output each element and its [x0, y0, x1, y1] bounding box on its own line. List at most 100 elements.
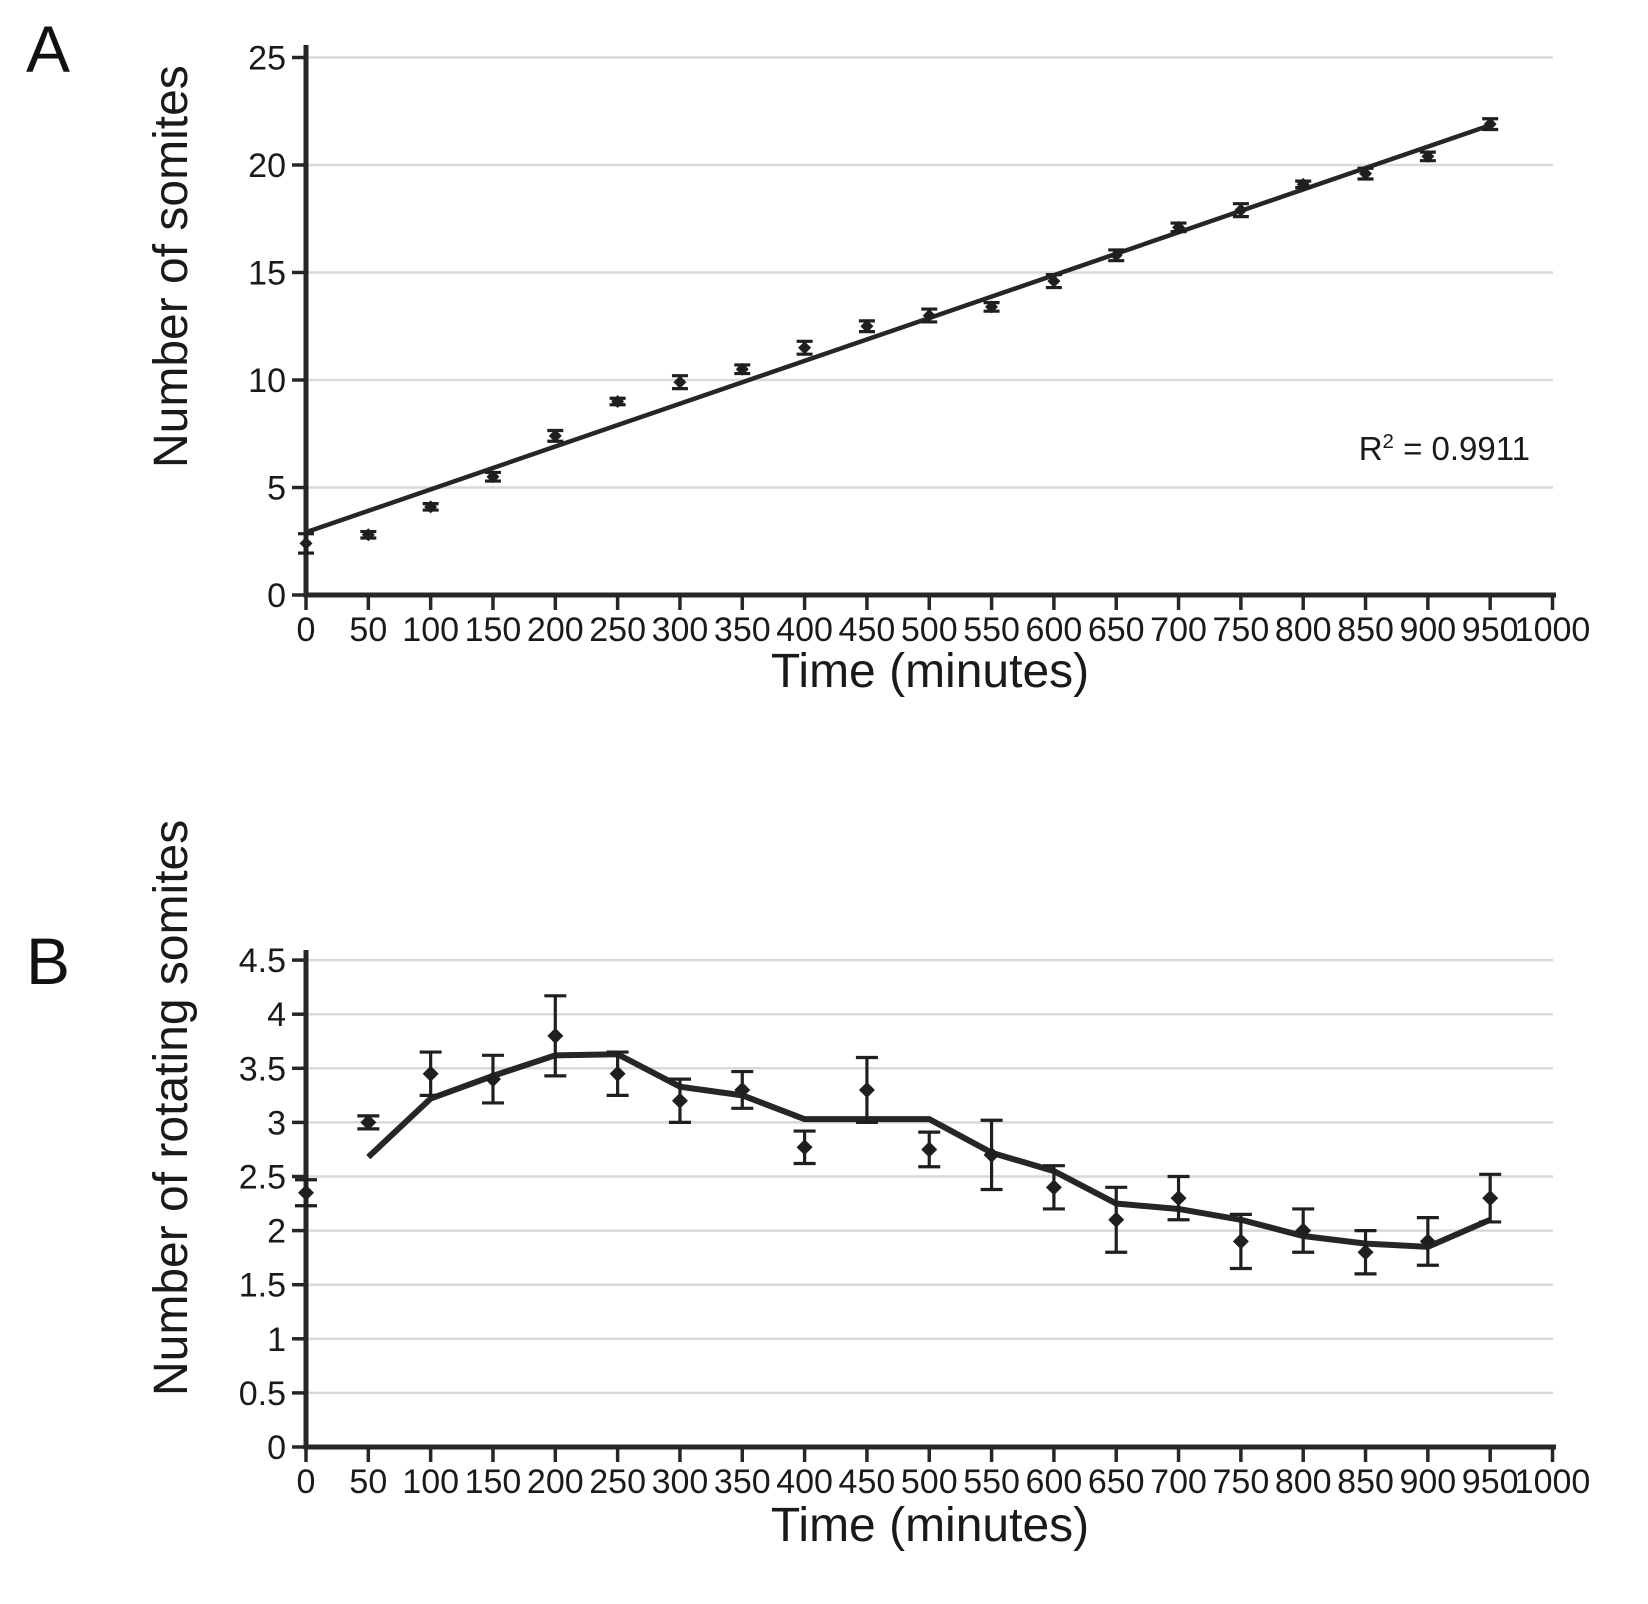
- data-point-marker: [1109, 248, 1123, 262]
- y-tick-label: 0: [267, 1429, 286, 1467]
- x-tick-label: 650: [1088, 1463, 1145, 1501]
- data-point-marker: [673, 375, 687, 389]
- data-point-marker: [671, 1092, 688, 1109]
- data-point-marker: [735, 362, 749, 376]
- data-point-marker: [1295, 1222, 1312, 1239]
- x-tick-label: 150: [465, 1463, 522, 1501]
- y-tick-label: 5: [267, 470, 286, 508]
- x-tick-label: 250: [589, 1463, 646, 1501]
- data-point-marker: [796, 1139, 813, 1156]
- x-tick-label: 300: [652, 611, 709, 649]
- panel-a-x-ticks: 0 50 100 150 200 250 300 350 400 450 500 550 600 650 7…: [297, 597, 1591, 649]
- panel-a-gridlines: [306, 56, 1553, 489]
- data-point-marker: [299, 536, 313, 550]
- x-tick-label: 800: [1275, 611, 1332, 649]
- y-tick-label: 1.5: [239, 1267, 286, 1305]
- panel-a-series: [299, 117, 1497, 550]
- y-tick-label: 1: [267, 1321, 286, 1359]
- x-tick-label: 50: [349, 1463, 387, 1501]
- r-squared-sup: 2: [1382, 430, 1394, 453]
- y-tick-label: 20: [248, 147, 286, 185]
- data-point-marker: [1421, 149, 1435, 163]
- r-squared-rest: = 0.9911: [1393, 430, 1530, 467]
- data-point-marker: [1170, 1190, 1187, 1207]
- y-tick-label: 2: [267, 1213, 286, 1251]
- data-point-marker: [1108, 1211, 1125, 1228]
- data-point-marker: [547, 1027, 564, 1044]
- data-point-marker: [1419, 1233, 1436, 1250]
- panel-b-y-axis-title: Number of rotating somites: [145, 819, 198, 1396]
- y-tick-label: 2.5: [239, 1159, 286, 1197]
- x-tick-label: 400: [776, 611, 833, 649]
- data-point-marker: [1483, 117, 1497, 131]
- y-tick-label: 3.5: [239, 1050, 286, 1088]
- data-point-marker: [486, 470, 500, 484]
- y-tick-label: 15: [248, 255, 286, 293]
- x-tick-label: 900: [1399, 611, 1456, 649]
- y-tick-label: 10: [248, 362, 286, 400]
- data-point-marker: [734, 1081, 751, 1098]
- x-tick-label: 850: [1337, 1463, 1394, 1501]
- data-point-marker: [1232, 1233, 1249, 1250]
- panel-b-x-axis-title: Time (minutes): [770, 1499, 1090, 1552]
- x-tick-label: 550: [963, 1463, 1020, 1501]
- data-point-marker: [1296, 177, 1310, 191]
- data-point-marker: [1482, 1190, 1499, 1207]
- data-point-marker: [1047, 274, 1061, 288]
- x-tick-label: 800: [1275, 1463, 1332, 1501]
- data-point-marker: [548, 429, 562, 443]
- data-point-marker: [858, 1081, 875, 1098]
- x-tick-label: 250: [589, 611, 646, 649]
- x-tick-label: 100: [402, 611, 459, 649]
- data-point-marker: [298, 1184, 314, 1201]
- x-tick-label: 850: [1337, 611, 1394, 649]
- panel-b-label: B: [26, 924, 71, 998]
- r-squared-annotation: R2 = 0.9911: [1200, 430, 1530, 468]
- x-tick-label: 450: [839, 1463, 896, 1501]
- data-point-marker: [611, 395, 625, 408]
- x-tick-label: 600: [1026, 1463, 1083, 1501]
- y-tick-label: 4.5: [239, 942, 286, 980]
- x-tick-label: 350: [714, 1463, 771, 1501]
- linear-fit-line: [305, 123, 1491, 535]
- x-tick-label: 500: [901, 1463, 958, 1501]
- data-point-marker: [361, 528, 375, 542]
- panel-a-label: A: [26, 12, 71, 86]
- x-tick-label: 100: [402, 1463, 459, 1501]
- x-tick-label: 350: [714, 611, 771, 649]
- y-tick-label: 0: [267, 577, 286, 615]
- panel-a-y-axis-title: Number of somites: [145, 65, 198, 468]
- x-tick-label: 1000: [1515, 611, 1591, 649]
- panel-b-y-ticks: 0 0.5 1 1.5 2 2.5 3 3.5 4 4.5: [239, 942, 306, 1467]
- x-tick-label: 500: [901, 611, 958, 649]
- x-tick-label: 600: [1026, 611, 1083, 649]
- data-point-marker: [798, 341, 812, 355]
- data-point-marker: [1172, 220, 1186, 234]
- data-point-marker: [921, 1141, 938, 1158]
- y-tick-label: 0.5: [239, 1375, 286, 1413]
- x-tick-label: 200: [527, 1463, 584, 1501]
- panel-a-plot: 0 50 100 150 200 250 300 350 400 450 500 550 600 650 7…: [248, 40, 1590, 650]
- y-tick-label: 4: [267, 996, 286, 1034]
- x-tick-label: 750: [1213, 611, 1270, 649]
- data-point-marker: [1357, 1244, 1374, 1261]
- x-tick-label: 400: [776, 1463, 833, 1501]
- x-tick-label: 650: [1088, 611, 1145, 649]
- panel-b-x-ticks: 0 50 100 150 200 250 300 350 400 450 500 550 600 650 7…: [297, 1449, 1590, 1501]
- data-point-marker: [424, 500, 438, 514]
- data-point-marker: [983, 1146, 1000, 1163]
- data-point-marker: [1234, 203, 1248, 217]
- panel-a-y-ticks: 0 5 10 15 20 25: [248, 40, 306, 615]
- x-tick-label: 50: [349, 611, 387, 649]
- x-tick-label: 900: [1399, 1463, 1456, 1501]
- data-point-marker: [360, 1114, 377, 1131]
- x-tick-label: 750: [1213, 1463, 1270, 1501]
- x-tick-label: 150: [465, 611, 522, 649]
- panel-b-error-bars: [295, 994, 1502, 1276]
- x-tick-label: 950: [1462, 611, 1519, 649]
- x-tick-label: 700: [1150, 611, 1207, 649]
- panel-b-plot: 0 50 100 150 200 250 300 350 400 450 500 550 600 650 7…: [239, 942, 1591, 1501]
- x-tick-label: 700: [1150, 1463, 1207, 1501]
